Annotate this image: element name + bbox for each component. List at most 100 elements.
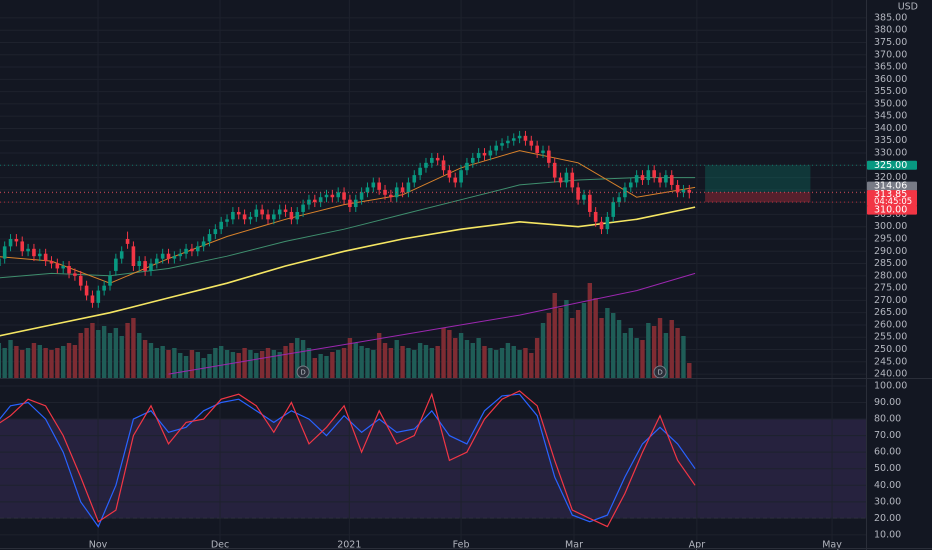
candle-body (137, 261, 142, 266)
volume-bar (324, 356, 329, 378)
stoch-tick-label: 40.00 (874, 480, 901, 491)
candle-body (687, 189, 692, 193)
candle-body (494, 145, 498, 151)
moving-average (168, 272, 696, 375)
y-tick-label: 285.00 (874, 258, 907, 269)
candle-body (190, 248, 194, 252)
candle-body (353, 199, 358, 208)
volume-bar (657, 318, 663, 378)
volume-bar (435, 346, 440, 378)
stoch-line (0, 393, 696, 528)
y-tick-label: 350.00 (874, 98, 907, 109)
volume-bar (14, 346, 19, 378)
stoch-tick-label: 80.00 (874, 414, 901, 425)
y-tick-label: 385.00 (874, 12, 907, 23)
candle-body (646, 170, 651, 181)
candle-body (324, 194, 329, 198)
candle-body (2, 246, 7, 259)
y-tick-label: 260.00 (874, 319, 907, 330)
x-tick-label: May (822, 540, 842, 550)
stoch-tick-label: 90.00 (874, 397, 901, 408)
volume-bar (107, 333, 113, 378)
candle-body (342, 192, 346, 200)
x-tick-label: Dec (211, 540, 229, 550)
volume-bar (447, 330, 452, 378)
candle-body (108, 275, 112, 286)
candle-body (213, 229, 218, 235)
candle-body (447, 170, 452, 178)
volume-bar (289, 343, 294, 378)
volume-bar (330, 352, 335, 378)
candle-body (406, 182, 411, 193)
volume-bar (523, 348, 528, 378)
volume-bar (277, 352, 282, 378)
volume-bar (142, 340, 148, 378)
volume-bar (517, 350, 522, 378)
candle-body (617, 197, 621, 203)
candle-body (289, 211, 294, 220)
candle-body (266, 214, 270, 220)
volume-bar (388, 348, 394, 378)
candle-body (506, 140, 510, 144)
dividend-label: D (300, 369, 305, 377)
x-tick-label: Mar (565, 540, 583, 550)
candle-body (605, 216, 610, 230)
stoch-tick-label: 20.00 (874, 513, 901, 524)
y-tick-label: 245.00 (874, 356, 907, 367)
volume-bar (470, 343, 475, 378)
stoch-tick-label: 10.00 (874, 529, 901, 540)
candle-body (78, 275, 83, 286)
volume-bar (195, 352, 200, 378)
position-profit (705, 165, 811, 193)
volume-bar (160, 346, 165, 378)
volume-bar (546, 313, 552, 378)
volume-bar (353, 343, 358, 378)
price-label: 314.06 (874, 181, 907, 192)
candle-body (102, 285, 106, 291)
volume-bar (78, 333, 83, 378)
volume-bar (605, 308, 610, 378)
volume-bar (406, 348, 411, 378)
candle-body (547, 150, 551, 163)
volume-bar (230, 352, 236, 378)
volume-bar (31, 343, 37, 378)
volume-bar (646, 323, 651, 378)
candle-body (365, 187, 370, 193)
candle-body (84, 285, 89, 296)
volume-bar (529, 353, 534, 378)
position-loss (705, 192, 811, 203)
volume-bar (663, 333, 669, 378)
volume-bar (0, 343, 2, 378)
volume-bar (271, 350, 277, 378)
moving-average (0, 206, 696, 337)
volume-bar (336, 350, 341, 378)
volume-bar (183, 356, 189, 378)
volume-bar (394, 340, 399, 378)
candle-body (371, 182, 376, 188)
volume-bar (599, 318, 604, 378)
volume-bar (505, 343, 511, 378)
candle-body (8, 238, 13, 247)
volume-bar (458, 333, 464, 378)
candle-body (277, 209, 282, 215)
candle-body (207, 234, 212, 242)
price-label-box (867, 190, 917, 207)
candle-body (195, 246, 200, 252)
volume-bar (242, 348, 247, 378)
candle-body (500, 143, 504, 146)
price-label: 325.00 (874, 160, 907, 171)
candle-body (295, 211, 300, 220)
stoch-tick-label: 100.00 (874, 380, 907, 391)
y-tick-label: 320.00 (874, 172, 907, 183)
candle-body (254, 209, 259, 217)
y-tick-label: 345.00 (874, 111, 907, 122)
candle-body (32, 248, 36, 257)
volume-bar (593, 298, 598, 378)
candle-body (359, 192, 364, 200)
volume-bar (687, 363, 692, 378)
candle-body (225, 219, 229, 222)
candle-body (541, 150, 545, 154)
volume-bar (248, 350, 253, 378)
candle-body (73, 273, 77, 276)
volume-bar (634, 338, 639, 378)
